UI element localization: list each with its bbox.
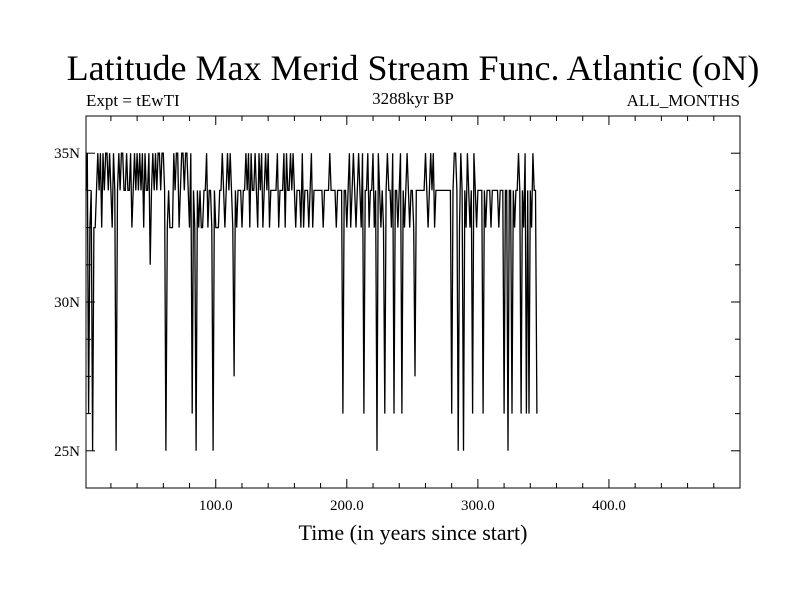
y-tick-label: 25N — [54, 444, 80, 460]
series-line-latitude — [85, 152, 538, 451]
subtitle-left: Expt = tEwTI — [86, 91, 180, 110]
plot-area: 25N 30N 35N 100.0 200.0 300.0 400.0 — [54, 115, 741, 514]
x-tick-label: 100.0 — [199, 498, 233, 514]
y-tick-label: 35N — [54, 146, 80, 162]
x-tick-label: 400.0 — [592, 498, 626, 514]
x-axis-label: Time (in years since start) — [299, 520, 528, 545]
chart-title: Latitude Max Merid Stream Func. Atlantic… — [67, 48, 760, 88]
y-tick-label: 30N — [54, 295, 80, 311]
x-tick-label: 300.0 — [461, 498, 495, 514]
subtitle-right: ALL_MONTHS — [627, 91, 740, 110]
subtitle-center: 3288kyr BP — [372, 89, 454, 108]
x-tick-label: 200.0 — [330, 498, 364, 514]
